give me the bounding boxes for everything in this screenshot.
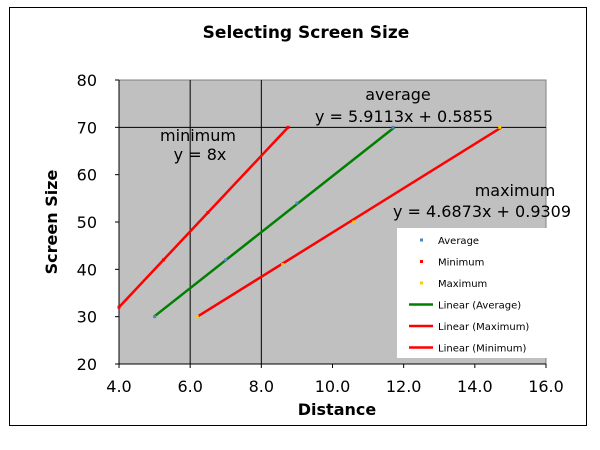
data-point-maximum: [352, 220, 356, 224]
trendline-linear-maximum-: [196, 126, 503, 318]
annotation-minimum-label: minimum: [160, 126, 236, 145]
data-point-minimum: [206, 211, 210, 215]
x-tick-label: 14.0: [457, 377, 493, 396]
legend-entry: Maximum: [438, 279, 487, 290]
data-point-maximum: [195, 315, 199, 319]
legend-entry: Linear (Maximum): [438, 322, 529, 333]
trendline-linear-average-: [153, 126, 396, 318]
legend-marker: [420, 260, 423, 263]
y-tick-label: 20: [77, 355, 97, 374]
annotation-average-label: average: [365, 85, 431, 104]
legend-entry: Linear (Minimum): [438, 344, 527, 355]
legend-marker: [420, 281, 423, 285]
legend-marker: [420, 238, 423, 242]
y-tick-label: 80: [77, 71, 97, 90]
chart-title: Selecting Screen Size: [203, 23, 410, 43]
x-tick-label: 8.0: [249, 377, 274, 396]
annotation-maximum-equation: y = 4.6873x + 0.9309: [393, 202, 571, 221]
data-point-minimum: [161, 258, 165, 262]
y-tick-label: 50: [77, 213, 97, 232]
data-point-minimum: [117, 305, 121, 309]
data-point-average: [295, 201, 299, 205]
x-tick-label: 10.0: [315, 377, 351, 396]
y-tick-label: 70: [77, 118, 97, 137]
data-point-average: [153, 315, 157, 319]
data-point-maximum: [281, 263, 285, 267]
data-point-average: [224, 258, 228, 262]
y-tick-label: 30: [77, 308, 97, 327]
trendline-linear-minimum-: [118, 126, 289, 309]
annotation-minimum-equation: y = 8x: [174, 145, 227, 164]
y-tick-label: 60: [77, 166, 97, 185]
data-point-minimum: [286, 125, 290, 129]
annotation-average-equation: y = 5.9113x + 0.5855: [315, 107, 493, 126]
y-axis-title: Screen Size: [42, 169, 61, 274]
legend-entry: Minimum: [438, 258, 484, 269]
x-tick-label: 16.0: [528, 377, 564, 396]
data-point-average: [391, 125, 395, 129]
data-point-maximum: [498, 125, 502, 129]
x-tick-label: 12.0: [386, 377, 422, 396]
y-tick-label: 40: [77, 260, 97, 279]
annotation-maximum-label: maximum: [475, 181, 556, 200]
x-axis-title: Distance: [298, 400, 377, 419]
legend-entry: Linear (Average): [438, 301, 521, 312]
legend-box: [397, 228, 549, 358]
legend-entry: Average: [438, 236, 479, 247]
x-tick-label: 6.0: [177, 377, 202, 396]
x-tick-label: 4.0: [106, 377, 131, 396]
